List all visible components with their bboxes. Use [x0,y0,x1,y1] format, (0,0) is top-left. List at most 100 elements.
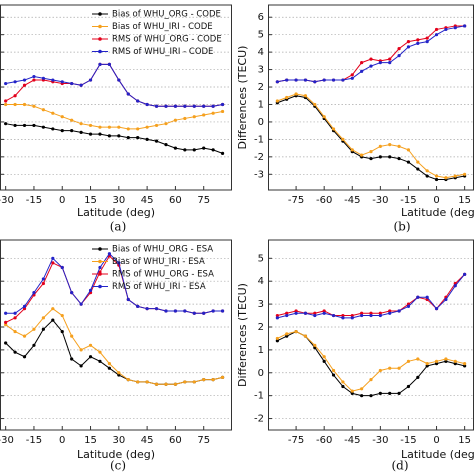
point [88,78,93,82]
legend-marker [98,24,102,29]
point [88,355,93,359]
point [388,366,392,370]
point [360,60,364,65]
point [202,104,206,108]
point [285,95,289,100]
point [98,132,102,136]
y-tick-label: 2 [258,82,264,93]
point [388,60,392,65]
point [79,83,83,87]
point [425,364,429,368]
plot-area [275,272,467,398]
point [285,313,289,318]
point [173,104,178,108]
point [331,313,336,318]
y-tick-label: 4 [258,276,264,287]
point [416,160,420,164]
point [406,304,411,308]
legend-marker [98,272,102,276]
point [192,380,196,384]
point [32,78,36,82]
point [70,291,74,295]
caption: (a) [110,220,127,234]
point [406,384,411,389]
point [164,382,168,386]
legend-marker [98,49,102,54]
point [275,339,279,343]
point [434,177,439,182]
point [341,313,345,318]
plot-area [4,252,225,386]
y-tick-label: -3 [254,169,264,180]
point [275,316,279,320]
point [164,143,168,147]
point [51,261,55,265]
point [416,375,420,379]
series-line [5,319,223,385]
point [322,78,326,82]
y-tick-label: -1 [254,134,264,145]
point [388,311,392,315]
point [183,148,187,152]
point [434,27,439,32]
point [88,288,93,292]
point [425,169,429,173]
point [416,41,420,45]
point [444,297,448,302]
point [117,78,121,82]
point [126,378,130,382]
point [126,127,130,131]
point [117,125,121,129]
point [117,134,121,138]
point [285,332,289,336]
point [285,311,289,315]
point [192,104,196,108]
point [51,318,55,322]
point [107,252,111,256]
point [369,313,373,318]
point [4,320,8,325]
point [294,92,298,96]
x-tick-label: 75 [197,195,210,206]
point [378,313,382,318]
point [275,99,279,103]
point [434,359,439,363]
point [202,146,206,150]
x-axis-label: Latitude (deg) [401,448,474,461]
point [322,311,326,315]
x-tick-label: -60 [316,435,332,446]
point [22,307,27,311]
point [60,80,64,84]
point [211,148,215,152]
point [313,343,317,347]
point [173,146,178,150]
point [444,359,448,363]
point [183,380,187,384]
legend-label: RMS of WHU_ORG - ESA [112,270,214,280]
point [51,78,55,82]
point [145,137,149,141]
point [145,125,149,129]
point [4,122,8,126]
point [369,150,373,154]
point [463,172,467,176]
legend-label: RMS of WHU_ORG - CODE [112,35,222,45]
point [313,311,317,315]
point [211,111,215,115]
point [331,373,336,377]
point [136,99,140,103]
point [88,343,93,347]
point [98,62,102,66]
point [126,297,130,302]
caption: (c) [110,459,126,473]
series-line [277,95,465,181]
point [22,123,27,128]
point [154,123,159,128]
point [406,148,411,152]
point [202,378,206,382]
point [416,295,420,299]
point [388,155,392,159]
plot-frame [0,239,232,431]
point [425,40,429,44]
point [378,155,382,159]
